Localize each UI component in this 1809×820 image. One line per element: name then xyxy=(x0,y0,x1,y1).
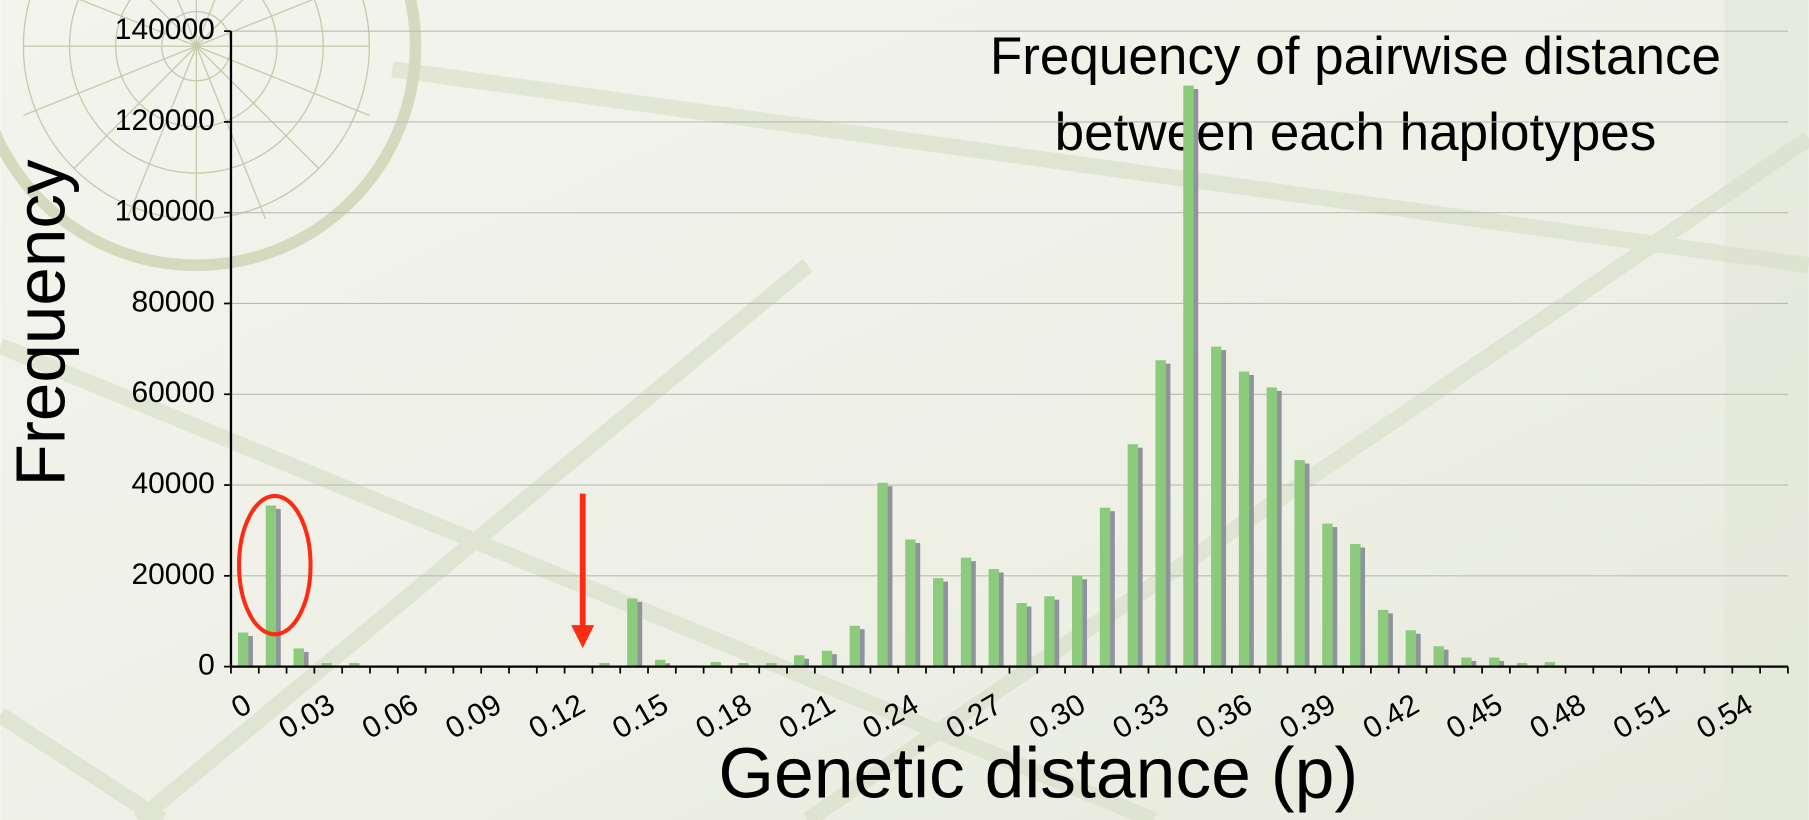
bar xyxy=(1461,657,1472,667)
bar xyxy=(293,648,304,667)
chart-title: between each haplotypes xyxy=(1055,103,1657,162)
y-tick-label: 40000 xyxy=(131,467,214,500)
y-tick-label: 20000 xyxy=(131,558,214,591)
globe-decoration xyxy=(0,0,422,271)
bar xyxy=(710,662,721,667)
bar xyxy=(738,662,749,667)
x-axis-label: Genetic distance (p) xyxy=(718,733,1358,813)
bar xyxy=(349,662,360,667)
bar xyxy=(1377,609,1389,667)
y-tick-label: 120000 xyxy=(115,104,215,137)
bar xyxy=(1183,85,1194,667)
bar xyxy=(1294,460,1305,667)
bar xyxy=(1016,603,1027,667)
annotations xyxy=(237,493,595,649)
bar xyxy=(1544,662,1556,667)
bar xyxy=(988,569,1000,667)
bar xyxy=(766,662,777,667)
highlight-ellipse xyxy=(237,493,313,637)
bar xyxy=(1433,646,1444,667)
bar xyxy=(1350,544,1361,667)
y-tick-label: 60000 xyxy=(131,376,214,409)
bar xyxy=(1099,507,1111,667)
bar xyxy=(877,482,888,667)
bar xyxy=(599,662,610,667)
y-tick-label: 100000 xyxy=(115,195,215,228)
bar xyxy=(960,557,972,667)
background-band xyxy=(1724,0,1809,820)
bar xyxy=(849,625,860,667)
bar xyxy=(1489,657,1500,667)
bar xyxy=(1155,360,1166,667)
bar xyxy=(1072,575,1083,667)
arrow-head xyxy=(571,625,595,649)
chart-title: Frequency of pairwise distance xyxy=(990,27,1721,86)
y-tick-label: 140000 xyxy=(115,13,215,46)
bar xyxy=(794,655,805,667)
y-axis-label: Frequency xyxy=(2,159,80,486)
bar xyxy=(1211,346,1222,667)
bar xyxy=(265,505,277,667)
bar xyxy=(654,659,666,667)
bar xyxy=(1516,662,1528,667)
bar xyxy=(1405,630,1417,667)
bar xyxy=(821,650,833,667)
bar xyxy=(1322,523,1333,667)
bar xyxy=(321,662,332,667)
bar xyxy=(1127,444,1139,667)
bar xyxy=(1044,596,1055,667)
bar xyxy=(905,539,916,667)
y-tick-label: 0 xyxy=(198,649,215,682)
bar xyxy=(1238,371,1250,667)
y-tick-label: 80000 xyxy=(131,285,214,318)
bar xyxy=(933,578,944,667)
bar xyxy=(1266,387,1278,667)
bar xyxy=(237,632,249,667)
bar xyxy=(627,598,638,667)
